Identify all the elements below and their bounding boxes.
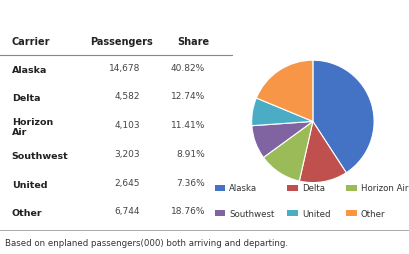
Text: Alaska: Alaska [229, 184, 258, 193]
Text: 18.76%: 18.76% [171, 207, 205, 215]
Bar [346, 210, 357, 216]
Text: 40.82%: 40.82% [171, 64, 205, 72]
Text: United: United [302, 209, 330, 218]
Text: 3,203: 3,203 [114, 149, 140, 158]
Text: Southwest: Southwest [229, 209, 275, 218]
Text: Horizon Air: Horizon Air [361, 184, 408, 193]
Text: Carrier: Carrier [11, 37, 50, 46]
Wedge shape [252, 122, 313, 158]
Text: 8.91%: 8.91% [176, 149, 205, 158]
Text: Alaska: Alaska [11, 66, 47, 74]
Text: Southwest: Southwest [11, 151, 68, 160]
Text: Other: Other [11, 209, 42, 217]
Text: 7.36%: 7.36% [176, 178, 205, 187]
Wedge shape [256, 61, 313, 122]
Text: 4,103: 4,103 [114, 121, 140, 130]
Text: Horizon
Air: Horizon Air [11, 118, 53, 137]
Wedge shape [313, 61, 374, 173]
Text: 14,678: 14,678 [108, 64, 140, 72]
Bar [287, 185, 298, 191]
Bar [215, 185, 225, 191]
Wedge shape [252, 99, 313, 126]
Text: 11.41%: 11.41% [171, 121, 205, 130]
Text: 6,744: 6,744 [115, 207, 140, 215]
Text: 4,582: 4,582 [115, 92, 140, 101]
Bar [346, 185, 357, 191]
Bar [287, 210, 298, 216]
Text: Carrier Shares for January - December 2015: Carrier Shares for January - December 20… [5, 8, 304, 22]
Text: Based on enplaned passengers(000) both arriving and departing.: Based on enplaned passengers(000) both a… [5, 238, 288, 247]
Text: Other: Other [361, 209, 385, 218]
Text: 2,645: 2,645 [115, 178, 140, 187]
Text: Delta: Delta [11, 94, 40, 103]
Bar [215, 210, 225, 216]
Text: United: United [11, 180, 47, 189]
Text: 12.74%: 12.74% [171, 92, 205, 101]
Text: Delta: Delta [302, 184, 325, 193]
Text: Share: Share [178, 37, 209, 46]
Text: Passengers: Passengers [90, 37, 153, 46]
Wedge shape [299, 122, 346, 183]
Wedge shape [263, 122, 313, 181]
